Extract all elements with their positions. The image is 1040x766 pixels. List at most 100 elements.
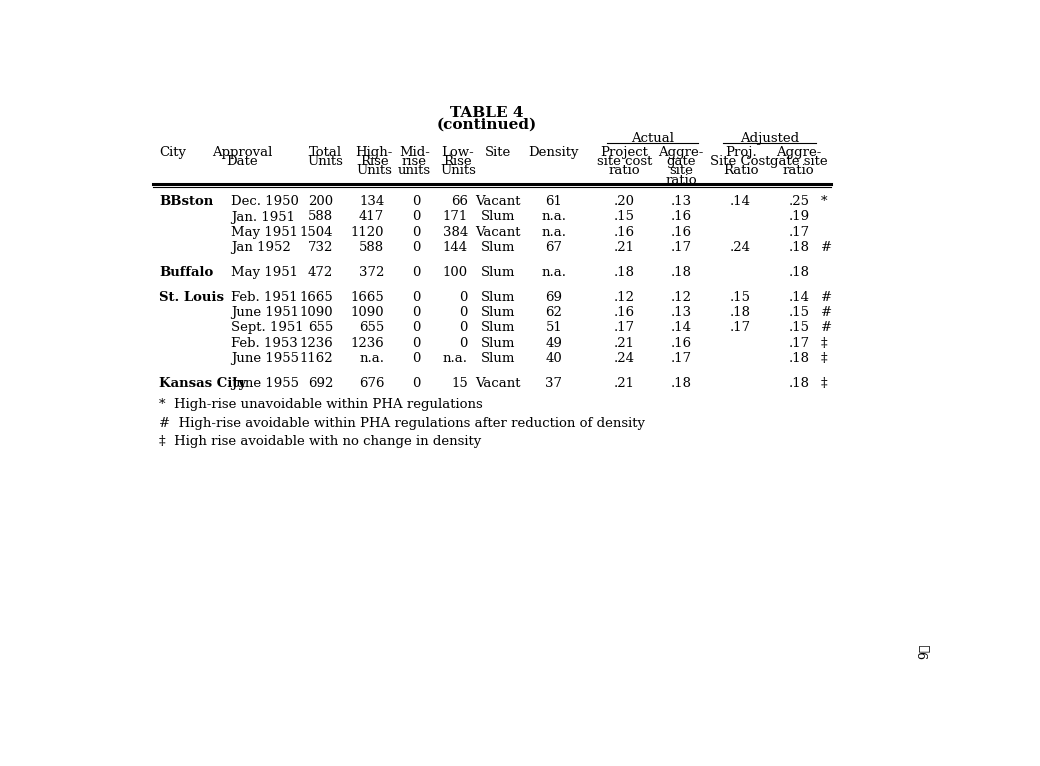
Text: .15: .15 (788, 306, 809, 319)
Text: 417: 417 (359, 211, 384, 224)
Text: Slum: Slum (480, 306, 515, 319)
Text: Jan. 1951: Jan. 1951 (231, 211, 294, 224)
Text: Feb. 1951: Feb. 1951 (231, 290, 297, 303)
Text: .18: .18 (788, 352, 809, 365)
Text: 9ℓ: 9ℓ (918, 643, 931, 659)
Text: .18: .18 (788, 266, 809, 279)
Text: 384: 384 (443, 226, 468, 239)
Text: n.a.: n.a. (542, 226, 567, 239)
Text: Date: Date (227, 155, 258, 168)
Text: 134: 134 (359, 195, 384, 208)
Text: 0: 0 (412, 377, 420, 390)
Text: .17: .17 (671, 352, 692, 365)
Text: .16: .16 (614, 306, 635, 319)
Text: .17: .17 (671, 241, 692, 254)
Text: *  High-rise unavoidable within PHA regulations: * High-rise unavoidable within PHA regul… (159, 398, 484, 411)
Text: Rise: Rise (443, 155, 472, 168)
Text: .13: .13 (671, 195, 692, 208)
Text: .25: .25 (788, 195, 809, 208)
Text: .14: .14 (730, 195, 751, 208)
Text: .17: .17 (788, 337, 809, 350)
Text: Sept. 1951: Sept. 1951 (231, 322, 304, 335)
Text: 0: 0 (412, 226, 420, 239)
Text: Dec. 1950: Dec. 1950 (231, 195, 298, 208)
Text: 676: 676 (359, 377, 384, 390)
Text: .18: .18 (614, 266, 635, 279)
Text: 655: 655 (308, 322, 333, 335)
Text: 0: 0 (460, 322, 468, 335)
Text: .19: .19 (788, 211, 809, 224)
Text: ratio: ratio (783, 164, 814, 177)
Text: 0: 0 (412, 211, 420, 224)
Text: 472: 472 (308, 266, 333, 279)
Text: .20: .20 (614, 195, 635, 208)
Text: Aggre-: Aggre- (776, 146, 822, 159)
Text: 1090: 1090 (350, 306, 384, 319)
Text: rise: rise (401, 155, 427, 168)
Text: May 1951: May 1951 (231, 266, 297, 279)
Text: gate: gate (667, 155, 696, 168)
Text: .12: .12 (671, 290, 692, 303)
Text: 40: 40 (546, 352, 563, 365)
Text: .15: .15 (788, 322, 809, 335)
Text: .12: .12 (614, 290, 635, 303)
Text: Slum: Slum (480, 241, 515, 254)
Text: .24: .24 (730, 241, 751, 254)
Text: 0: 0 (460, 337, 468, 350)
Text: June 1955: June 1955 (231, 377, 298, 390)
Text: Vacant: Vacant (475, 377, 521, 390)
Text: n.a.: n.a. (542, 266, 567, 279)
Text: 1236: 1236 (350, 337, 384, 350)
Text: 588: 588 (308, 211, 333, 224)
Text: June 1951: June 1951 (231, 306, 298, 319)
Text: 0: 0 (412, 241, 420, 254)
Text: 1236: 1236 (300, 337, 333, 350)
Text: .21: .21 (614, 377, 635, 390)
Text: 69: 69 (545, 290, 563, 303)
Text: 144: 144 (443, 241, 468, 254)
Text: 1665: 1665 (350, 290, 384, 303)
Text: .18: .18 (671, 266, 692, 279)
Text: Vacant: Vacant (475, 226, 521, 239)
Text: .18: .18 (730, 306, 751, 319)
Text: May 1951: May 1951 (231, 226, 297, 239)
Text: 588: 588 (359, 241, 384, 254)
Text: Rise: Rise (360, 155, 388, 168)
Text: 37: 37 (545, 377, 563, 390)
Text: .14: .14 (671, 322, 692, 335)
Text: City: City (159, 146, 186, 159)
Text: High-: High- (356, 146, 393, 159)
Text: Total: Total (309, 146, 342, 159)
Text: 0: 0 (412, 322, 420, 335)
Text: Project: Project (600, 146, 648, 159)
Text: 0: 0 (412, 195, 420, 208)
Text: Units: Units (356, 164, 392, 177)
Text: .18: .18 (788, 241, 809, 254)
Text: 1162: 1162 (300, 352, 333, 365)
Text: Adjusted: Adjusted (740, 132, 800, 145)
Text: 0: 0 (412, 337, 420, 350)
Text: .21: .21 (614, 337, 635, 350)
Text: .14: .14 (788, 290, 809, 303)
Text: 732: 732 (308, 241, 333, 254)
Text: Slum: Slum (480, 266, 515, 279)
Text: 655: 655 (359, 322, 384, 335)
Text: .15: .15 (614, 211, 635, 224)
Text: Kansas City: Kansas City (159, 377, 246, 390)
Text: Mid-: Mid- (399, 146, 430, 159)
Text: #: # (821, 241, 832, 254)
Text: Slum: Slum (480, 211, 515, 224)
Text: #: # (821, 322, 832, 335)
Text: .15: .15 (730, 290, 751, 303)
Text: .17: .17 (788, 226, 809, 239)
Text: .18: .18 (788, 377, 809, 390)
Text: .16: .16 (671, 211, 692, 224)
Text: Ratio: Ratio (723, 164, 758, 177)
Text: .13: .13 (671, 306, 692, 319)
Text: .24: .24 (614, 352, 635, 365)
Text: Slum: Slum (480, 322, 515, 335)
Text: gate site: gate site (770, 155, 828, 168)
Text: ‡  High rise avoidable with no change in density: ‡ High rise avoidable with no change in … (159, 435, 482, 448)
Text: Density: Density (528, 146, 579, 159)
Text: .18: .18 (671, 377, 692, 390)
